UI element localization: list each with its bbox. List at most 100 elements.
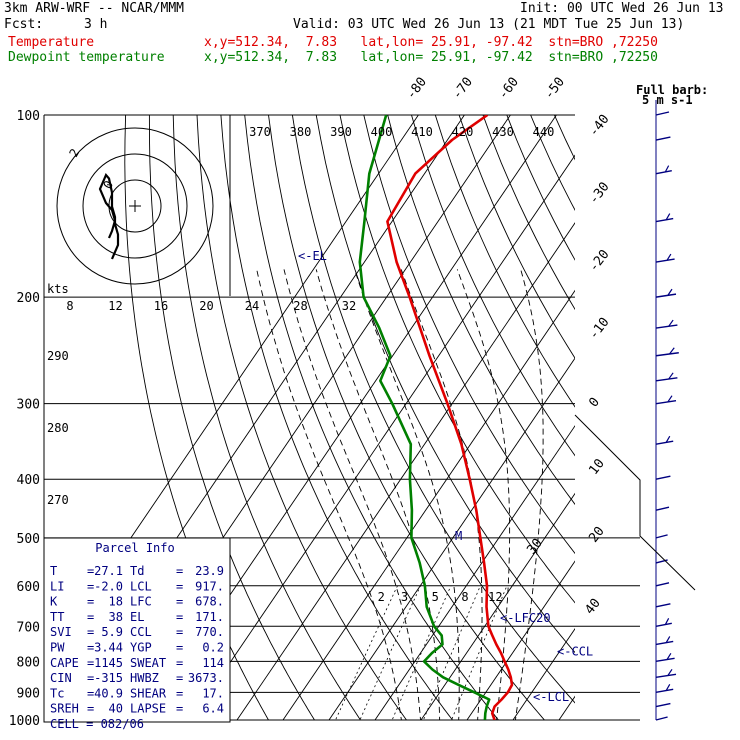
parcel-equals: = <box>176 625 183 639</box>
dry-adiabat-line <box>220 115 454 720</box>
parcel-info-title: Parcel Info <box>95 541 174 555</box>
parcel-key: SVI <box>50 625 72 639</box>
mixing-ratio-line <box>391 585 452 720</box>
dry-adiabat-label: 270 <box>47 493 69 507</box>
wind-barb-flag <box>665 435 671 443</box>
wind-barb <box>655 622 672 627</box>
theta-label: 430 <box>492 125 514 139</box>
isotherm-line <box>282 289 575 720</box>
dry-adiabat-line <box>363 115 575 555</box>
moist-adiabat-line <box>256 269 402 720</box>
level-annotation: <-EL <box>298 249 327 263</box>
wetbulb-label: 24 <box>245 299 259 313</box>
moist-adiabat-line <box>354 269 460 720</box>
chart-skew-edge <box>574 414 696 591</box>
moist-adiabat-line <box>400 269 483 720</box>
mixing-ratio-label: 2 <box>378 590 385 604</box>
moist-adiabat-line <box>456 269 511 720</box>
wind-profile: Full barb:5 m s-1 <box>574 83 708 721</box>
wind-barb-flag <box>666 253 672 261</box>
pressure-tick-label: 600 <box>17 580 40 595</box>
isotherm-label: -20 <box>586 247 612 275</box>
parcel-key: LI <box>50 579 64 593</box>
wind-barb-flag <box>667 395 673 402</box>
wind-key-scale: 5 m s-1 <box>642 93 693 107</box>
wind-barb-flag <box>665 636 671 643</box>
isotherm-label: 20 <box>586 524 607 546</box>
isotherm-label: -30 <box>586 180 612 208</box>
wind-barb <box>655 136 671 141</box>
wind-barb-flag <box>669 347 675 355</box>
wind-barb <box>655 657 675 663</box>
isotherm-label: -60 <box>496 75 522 103</box>
parcel-equals: = <box>87 625 94 639</box>
isotherm-line <box>512 628 575 720</box>
pressure-tick-label: 900 <box>17 686 40 701</box>
moist-adiabat-line <box>283 269 421 720</box>
parcel-value: 917. <box>195 579 224 593</box>
isotherm-line <box>558 695 575 720</box>
parcel-key: LFC <box>130 595 152 609</box>
isotherm-label: 0 <box>586 395 603 410</box>
parcel-key: HWBZ <box>130 671 159 685</box>
valid-time: Valid: 03 UTC Wed 26 Jun 13 (21 MDT Tue … <box>293 17 685 32</box>
theta-label: 400 <box>371 125 393 139</box>
parcel-equals: = <box>87 641 94 655</box>
dewpoint-legend-label: Dewpoint temperature <box>8 50 165 65</box>
dry-adiabat-line <box>244 115 500 720</box>
parcel-value: 114 <box>202 656 224 670</box>
wetbulb-label: 12 <box>108 299 122 313</box>
mixing-ratio-line <box>422 585 481 720</box>
parcel-equals: = <box>176 564 183 578</box>
isotherm-label: 10 <box>586 456 607 478</box>
dry-adiabat-line <box>387 115 575 506</box>
level-annotation: <-LFC20 <box>500 611 551 625</box>
isotherm-label: -70 <box>450 75 476 103</box>
wind-barb-flag <box>668 319 674 327</box>
moist-adiabat-line <box>514 269 544 720</box>
parcel-equals: = <box>87 686 94 700</box>
dry-adiabat-line <box>434 115 575 408</box>
parcel-key: Td <box>130 564 144 578</box>
wind-barb-flag <box>664 618 670 625</box>
pressure-tick-label: 700 <box>17 620 40 635</box>
level-annotation: <-LCL <box>533 690 569 704</box>
theta-label: 410 <box>411 125 433 139</box>
pressure-tick-label: 1000 <box>9 714 40 729</box>
wind-barb <box>655 258 675 263</box>
parcel-value: 3673. <box>188 671 224 685</box>
parcel-value: 678. <box>195 595 224 609</box>
mixing-ratio-line <box>451 585 508 720</box>
theta-label: 440 <box>533 125 555 139</box>
wetbulb-label: 16 <box>154 299 168 313</box>
parcel-equals: = <box>87 656 94 670</box>
parcel-key: SREH <box>50 702 79 716</box>
temperature-legend-label: Temperature <box>8 35 95 50</box>
hodograph-ring <box>56 127 214 285</box>
isotherm-label: -80 <box>404 75 430 103</box>
model-title: 3km ARW-WRF -- NCAR/MMM <box>4 1 185 16</box>
dry-adiabat-line <box>458 115 575 359</box>
parcel-key: LCL <box>130 579 152 593</box>
dry-adiabat-line <box>411 115 575 457</box>
parcel-value: 38 <box>109 610 123 624</box>
parcel-equals: = <box>87 702 94 716</box>
wind-barb <box>655 111 670 116</box>
hodograph-trace <box>98 172 120 260</box>
wind-barb <box>655 217 674 223</box>
parcel-value: 0.2 <box>202 641 224 655</box>
dry-adiabat-line <box>506 115 575 261</box>
parcel-key: TT <box>50 610 64 624</box>
parcel-equals: = <box>176 702 183 716</box>
parcel-value: 770. <box>195 625 224 639</box>
parcel-equals: = <box>176 579 183 593</box>
parcel-key: CAPE <box>50 656 79 670</box>
hodograph-label: 2 <box>66 146 82 159</box>
parcel-value: 6.4 <box>202 702 224 716</box>
parcel-marker: M <box>455 529 462 543</box>
parcel-key: CIN <box>50 671 72 685</box>
wind-barb <box>655 582 670 587</box>
isotherm-label: -40 <box>586 112 612 140</box>
